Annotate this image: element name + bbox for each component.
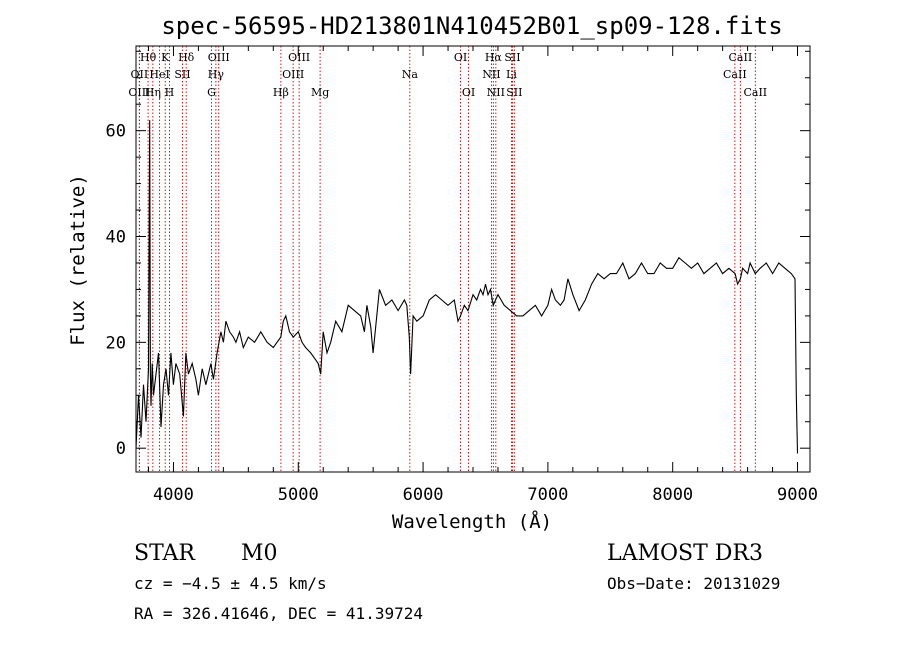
line-label-9: OIII bbox=[208, 51, 230, 64]
line-label-22: SII bbox=[504, 51, 520, 64]
line-label-25: CaII bbox=[729, 51, 753, 64]
x-tick-label-1: 5000 bbox=[278, 485, 319, 505]
y-axis-ticks: 0 20 40 60 bbox=[106, 50, 810, 459]
line-label-14: OIII bbox=[282, 68, 304, 81]
line-label-16: Na bbox=[402, 68, 419, 81]
line-label-19: Hα bbox=[485, 51, 503, 64]
y-axis-label: Flux (relative) bbox=[67, 174, 89, 346]
coordinates: RA = 326.41646, DEC = 41.39724 bbox=[134, 604, 423, 623]
redshift-velocity: cz = −4.5 ± 4.5 km/s bbox=[134, 574, 327, 593]
line-label-6: H bbox=[165, 86, 175, 99]
observation-date: Obs−Date: 20131029 bbox=[607, 574, 781, 593]
line-label-8: Hδ bbox=[178, 51, 195, 64]
line-label-17: OI bbox=[454, 51, 467, 64]
y-tick-label-0: 0 bbox=[116, 439, 126, 459]
line-label-20: NII bbox=[482, 68, 500, 81]
x-tick-label-4: 8000 bbox=[652, 485, 693, 505]
x-tick-label-2: 6000 bbox=[403, 485, 444, 505]
y-tick-label-3: 60 bbox=[106, 122, 126, 142]
line-label-0: Hθ bbox=[140, 51, 157, 64]
plot-frame bbox=[135, 45, 811, 473]
line-label-10: Hγ bbox=[208, 68, 225, 81]
line-label-11: G bbox=[207, 86, 216, 99]
chart-title: spec-56595-HD213801N410452B01_sp09-128.f… bbox=[161, 12, 782, 40]
line-label-7: SII bbox=[174, 68, 190, 81]
flux-series-line bbox=[135, 120, 799, 454]
line-label-27: CaII bbox=[743, 86, 767, 99]
x-tick-label-0: 4000 bbox=[153, 485, 194, 505]
x-axis-label: Wavelength (Å) bbox=[392, 510, 552, 533]
line-label-23: Li bbox=[506, 68, 517, 81]
survey-name: LAMOST DR3 bbox=[607, 541, 763, 566]
line-label-3: Hη bbox=[145, 86, 161, 99]
line-label-21: NII bbox=[487, 86, 505, 99]
line-label-15: Mg bbox=[311, 86, 329, 99]
line-label-26: CaII bbox=[723, 68, 747, 81]
y-tick-label-2: 40 bbox=[106, 228, 126, 248]
line-label-1: OII bbox=[131, 68, 149, 81]
x-tick-label-3: 7000 bbox=[527, 485, 568, 505]
line-label-24: SII bbox=[506, 86, 522, 99]
line-label-18: OI bbox=[462, 86, 475, 99]
object-subclass: M0 bbox=[241, 541, 278, 566]
y-tick-label-1: 20 bbox=[106, 333, 126, 353]
x-axis-ticks: 4000 5000 6000 7000 8000 9000 bbox=[147, 46, 818, 505]
x-tick-label-5: 9000 bbox=[777, 485, 818, 505]
object-type: STAR bbox=[134, 541, 195, 566]
line-label-4: HeI bbox=[149, 68, 169, 81]
line-label-2: OIII bbox=[128, 86, 150, 99]
line-label-13: OIII bbox=[288, 51, 310, 64]
spectral-line-markers bbox=[138, 46, 756, 472]
line-label-5: K bbox=[161, 51, 170, 64]
line-label-12: Hβ bbox=[273, 86, 289, 99]
